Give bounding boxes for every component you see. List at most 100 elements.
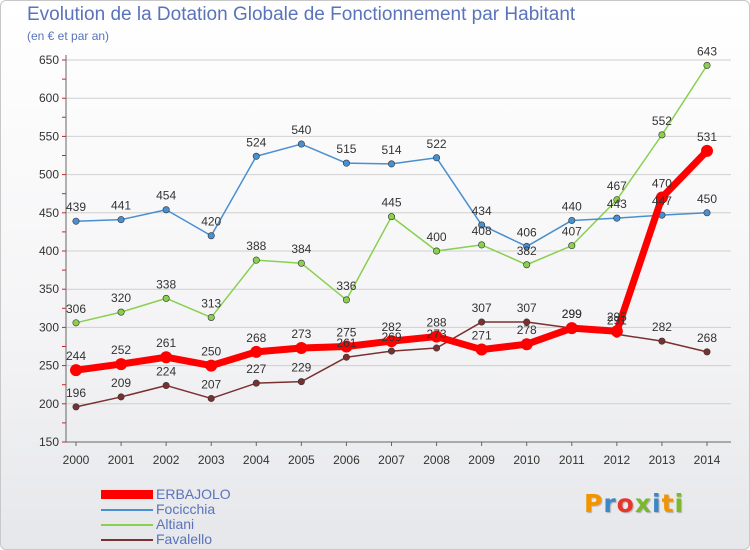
data-label-altiani: 388: [246, 239, 266, 253]
data-point-erbajolo: [250, 345, 263, 358]
data-label-erbajolo: 282: [381, 320, 401, 334]
data-label-erbajolo: 273: [291, 327, 311, 341]
data-point-erbajolo: [475, 343, 488, 356]
data-label-focicchia: 440: [562, 199, 582, 213]
data-label-altiani: 313: [201, 296, 221, 310]
x-tick-label: 2010: [513, 453, 540, 467]
data-point-focicchia: [568, 216, 576, 224]
data-point-altiani: [252, 256, 260, 264]
y-tick-label: 250: [39, 359, 59, 373]
data-label-favalello: 307: [472, 301, 492, 315]
data-point-erbajolo: [430, 330, 443, 343]
chart-title: Evolution de la Dotation Globale de Fonc…: [27, 4, 576, 25]
data-label-erbajolo: 268: [246, 331, 266, 345]
legend-swatch: [101, 509, 153, 511]
x-tick-label: 2009: [468, 453, 495, 467]
data-point-focicchia: [162, 206, 170, 214]
data-point-erbajolo: [205, 359, 218, 372]
data-label-favalello: 273: [427, 327, 447, 341]
data-point-altiani: [207, 313, 215, 321]
x-tick-label: 2000: [63, 453, 90, 467]
data-label-favalello: 209: [111, 376, 131, 390]
legend-label: Focicchia: [156, 501, 216, 517]
x-tick-label: 2008: [423, 453, 450, 467]
data-label-altiani: 336: [336, 279, 356, 293]
data-point-altiani: [342, 296, 350, 304]
legend-swatch: [101, 539, 153, 541]
data-label-erbajolo: 470: [652, 177, 672, 191]
data-label-erbajolo: 244: [66, 349, 86, 363]
data-point-favalello: [252, 379, 260, 387]
data-label-favalello: 299: [562, 307, 582, 321]
legend-swatch: [101, 490, 153, 499]
data-label-altiani: 400: [427, 230, 447, 244]
x-tick-label: 2002: [153, 453, 180, 467]
data-point-erbajolo: [115, 358, 128, 371]
data-point-focicchia: [703, 209, 711, 217]
y-tick-label: 500: [39, 168, 59, 182]
data-point-favalello: [478, 318, 486, 326]
data-label-focicchia: 443: [607, 197, 627, 211]
y-tick-label: 650: [39, 53, 59, 67]
logo-letter: i: [652, 489, 662, 518]
y-tick-label: 150: [39, 435, 59, 449]
y-tick-label: 600: [39, 91, 59, 105]
data-label-favalello: 268: [697, 331, 717, 345]
data-label-altiani: 407: [562, 225, 582, 239]
data-label-focicchia: 450: [697, 192, 717, 206]
x-tick-label: 2004: [243, 453, 270, 467]
data-label-focicchia: 514: [381, 143, 401, 157]
data-label-altiani: 306: [66, 302, 86, 316]
x-tick-label: 2014: [694, 453, 721, 467]
data-label-altiani: 552: [652, 114, 672, 128]
data-point-favalello: [433, 344, 441, 352]
data-label-favalello: 224: [156, 364, 176, 378]
data-point-altiani: [297, 259, 305, 267]
data-point-erbajolo: [295, 342, 308, 355]
x-tick-label: 2005: [288, 453, 315, 467]
data-label-favalello: 207: [201, 377, 221, 391]
legend-label: ERBAJOLO: [156, 486, 231, 502]
data-point-favalello: [342, 353, 350, 361]
logo-letter: o: [616, 489, 635, 518]
data-label-favalello: 307: [517, 301, 537, 315]
data-point-altiani: [523, 261, 531, 269]
data-point-focicchia: [433, 154, 441, 162]
data-point-altiani: [72, 319, 80, 327]
data-label-altiani: 643: [697, 44, 717, 58]
data-label-altiani: 445: [381, 196, 401, 210]
y-tick-label: 300: [39, 320, 59, 334]
data-point-altiani: [703, 61, 711, 69]
data-label-erbajolo: 278: [517, 323, 537, 337]
data-point-altiani: [658, 131, 666, 139]
legend-swatch: [101, 524, 153, 526]
logo-letter: r: [603, 489, 617, 518]
x-tick-label: 2001: [108, 453, 135, 467]
x-tick-label: 2007: [378, 453, 405, 467]
data-label-erbajolo: 252: [111, 343, 131, 357]
data-point-favalello: [297, 378, 305, 386]
y-tick-label: 200: [39, 397, 59, 411]
data-label-focicchia: 454: [156, 189, 176, 203]
logo-letter: i: [674, 489, 685, 518]
data-point-erbajolo: [701, 144, 713, 157]
data-label-focicchia: 522: [427, 137, 447, 151]
data-point-erbajolo: [565, 322, 578, 335]
data-label-focicchia: 540: [291, 123, 311, 137]
data-label-erbajolo: 271: [472, 329, 492, 343]
data-label-focicchia: 406: [517, 225, 537, 239]
x-tick-label: 2013: [649, 453, 676, 467]
data-label-focicchia: 420: [201, 215, 221, 229]
x-tick-label: 2006: [333, 453, 360, 467]
data-point-erbajolo: [385, 335, 398, 348]
data-label-favalello: 229: [291, 361, 311, 375]
data-point-erbajolo: [70, 364, 82, 377]
y-tick-label: 550: [39, 129, 59, 143]
data-point-erbajolo: [610, 325, 623, 338]
data-point-erbajolo: [160, 351, 173, 364]
logo-letter: t: [661, 489, 675, 518]
data-label-erbajolo: 250: [201, 345, 221, 359]
data-point-altiani: [433, 247, 441, 255]
data-label-favalello: 227: [246, 362, 266, 376]
